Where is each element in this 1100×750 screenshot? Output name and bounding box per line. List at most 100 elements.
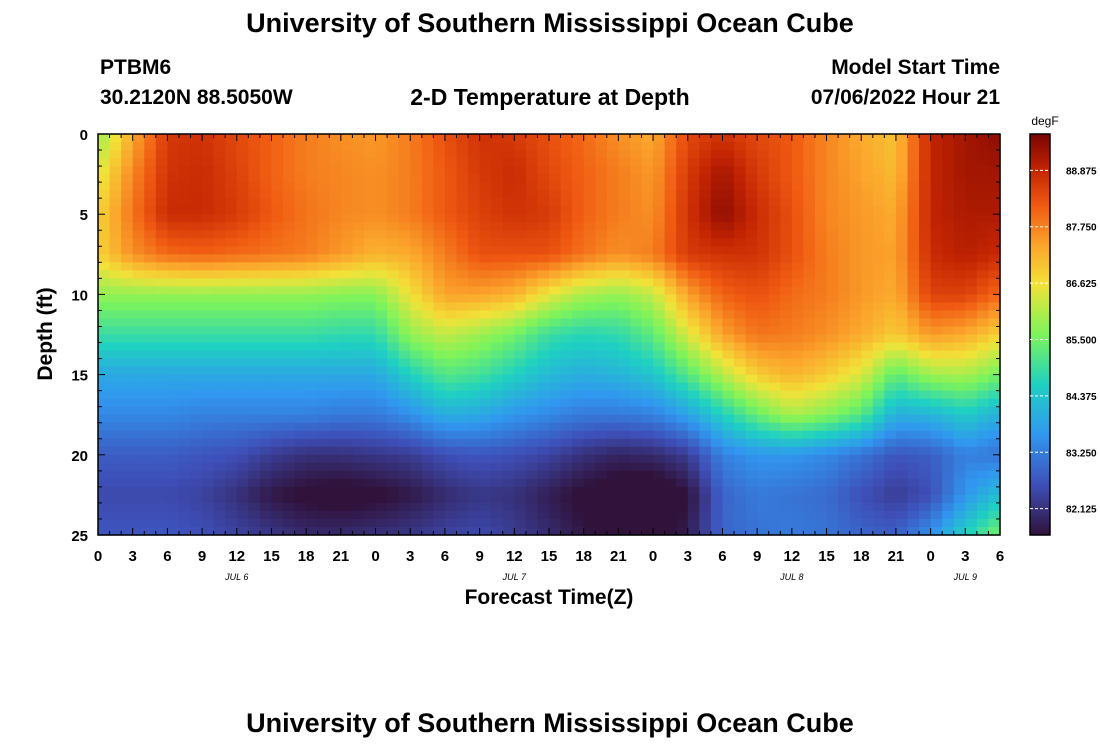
- heatmap-cell: [352, 462, 365, 472]
- heatmap-cell: [930, 446, 943, 456]
- heatmap-cell: [236, 414, 249, 424]
- heatmap-cell: [757, 238, 770, 247]
- heatmap-cell: [202, 510, 215, 520]
- heatmap-cell: [745, 254, 758, 263]
- heatmap-cell: [930, 214, 943, 223]
- heatmap-cell: [780, 262, 793, 271]
- heatmap-cell: [525, 518, 539, 528]
- heatmap-cell: [225, 502, 238, 512]
- heatmap-cell: [283, 238, 296, 247]
- heatmap-cell: [98, 334, 111, 344]
- heatmap-cell: [699, 470, 712, 480]
- heatmap-cell: [734, 270, 747, 279]
- heatmap-cell: [791, 454, 805, 464]
- heatmap-cell: [549, 406, 562, 416]
- heatmap-cell: [953, 358, 966, 368]
- heatmap-cell: [190, 526, 203, 536]
- heatmap-cell: [132, 510, 145, 520]
- heatmap-cell: [849, 454, 862, 464]
- heatmap-cell: [872, 494, 885, 504]
- heatmap-cell: [502, 334, 515, 344]
- heatmap-cell: [109, 230, 122, 239]
- heatmap-cell: [872, 294, 885, 304]
- heatmap-cell: [98, 230, 111, 239]
- heatmap-cell: [919, 270, 932, 279]
- heatmap-cell: [814, 158, 828, 167]
- heatmap-cell: [942, 294, 955, 304]
- heatmap-cell: [930, 246, 943, 255]
- heatmap-cell: [606, 358, 619, 368]
- heatmap-cell: [595, 350, 608, 360]
- heatmap-cell: [872, 286, 885, 295]
- heatmap-cell: [710, 438, 724, 448]
- heatmap-cell: [595, 294, 608, 304]
- heatmap-cell: [745, 454, 758, 464]
- heatmap-cell: [953, 462, 966, 472]
- heatmap-cell: [433, 182, 446, 191]
- heatmap-cell: [838, 502, 851, 512]
- heatmap-cell: [444, 142, 458, 151]
- heatmap-cell: [202, 438, 215, 448]
- heatmap-cell: [965, 430, 978, 440]
- heatmap-cell: [664, 470, 677, 480]
- heatmap-cell: [745, 262, 758, 271]
- heatmap-cell: [456, 430, 469, 440]
- x-tick-label: 3: [684, 548, 692, 565]
- heatmap-cell: [595, 150, 608, 159]
- heatmap-cell: [502, 230, 515, 239]
- heatmap-cell: [861, 198, 874, 207]
- heatmap-cell: [606, 174, 619, 183]
- heatmap-cell: [525, 142, 539, 151]
- heatmap-cell: [329, 238, 342, 247]
- heatmap-cell: [294, 478, 307, 488]
- heatmap-cell: [375, 142, 388, 151]
- heatmap-cell: [410, 486, 423, 496]
- heatmap-cell: [190, 422, 203, 432]
- heatmap-cell: [213, 246, 226, 255]
- heatmap-cell: [121, 318, 134, 328]
- heatmap-cell: [121, 406, 134, 416]
- heatmap-cell: [629, 510, 643, 520]
- heatmap-cell: [653, 334, 666, 344]
- heatmap-cell: [884, 310, 897, 320]
- heatmap-cell: [387, 350, 400, 360]
- heatmap-cell: [236, 150, 249, 159]
- heatmap-cell: [248, 278, 261, 287]
- heatmap-cell: [895, 406, 909, 416]
- heatmap-cell: [803, 486, 816, 496]
- heatmap-cell: [329, 190, 342, 199]
- heatmap-cell: [814, 342, 828, 352]
- heatmap-cell: [907, 446, 920, 456]
- heatmap-cell: [271, 374, 284, 384]
- heatmap-cell: [537, 406, 550, 416]
- heatmap-cell: [814, 294, 828, 304]
- heatmap-cell: [583, 374, 596, 384]
- heatmap-cell: [595, 254, 608, 263]
- heatmap-cell: [849, 486, 862, 496]
- heatmap-cell: [98, 478, 111, 488]
- heatmap-cell: [479, 470, 492, 480]
- heatmap-cell: [317, 158, 330, 167]
- heatmap-cell: [653, 310, 666, 320]
- heatmap-cell: [259, 222, 273, 231]
- heatmap-cell: [653, 270, 666, 279]
- heatmap-cell: [907, 246, 920, 255]
- heatmap-cell: [676, 358, 689, 368]
- heatmap-cell: [340, 470, 354, 480]
- heatmap-cell: [236, 390, 249, 400]
- heatmap-cell: [560, 510, 573, 520]
- heatmap-cell: [872, 342, 885, 352]
- heatmap-cell: [340, 174, 354, 183]
- heatmap-cell: [387, 142, 400, 151]
- heatmap-cell: [942, 310, 955, 320]
- heatmap-cell: [849, 494, 862, 504]
- heatmap-cell: [525, 430, 539, 440]
- heatmap-cell: [803, 382, 816, 392]
- heatmap-cell: [421, 462, 434, 472]
- heatmap-cell: [317, 270, 330, 279]
- heatmap-cell: [155, 470, 168, 480]
- heatmap-cell: [641, 486, 654, 496]
- heatmap-cell: [629, 374, 643, 384]
- heatmap-cell: [884, 150, 897, 159]
- heatmap-cell: [398, 438, 411, 448]
